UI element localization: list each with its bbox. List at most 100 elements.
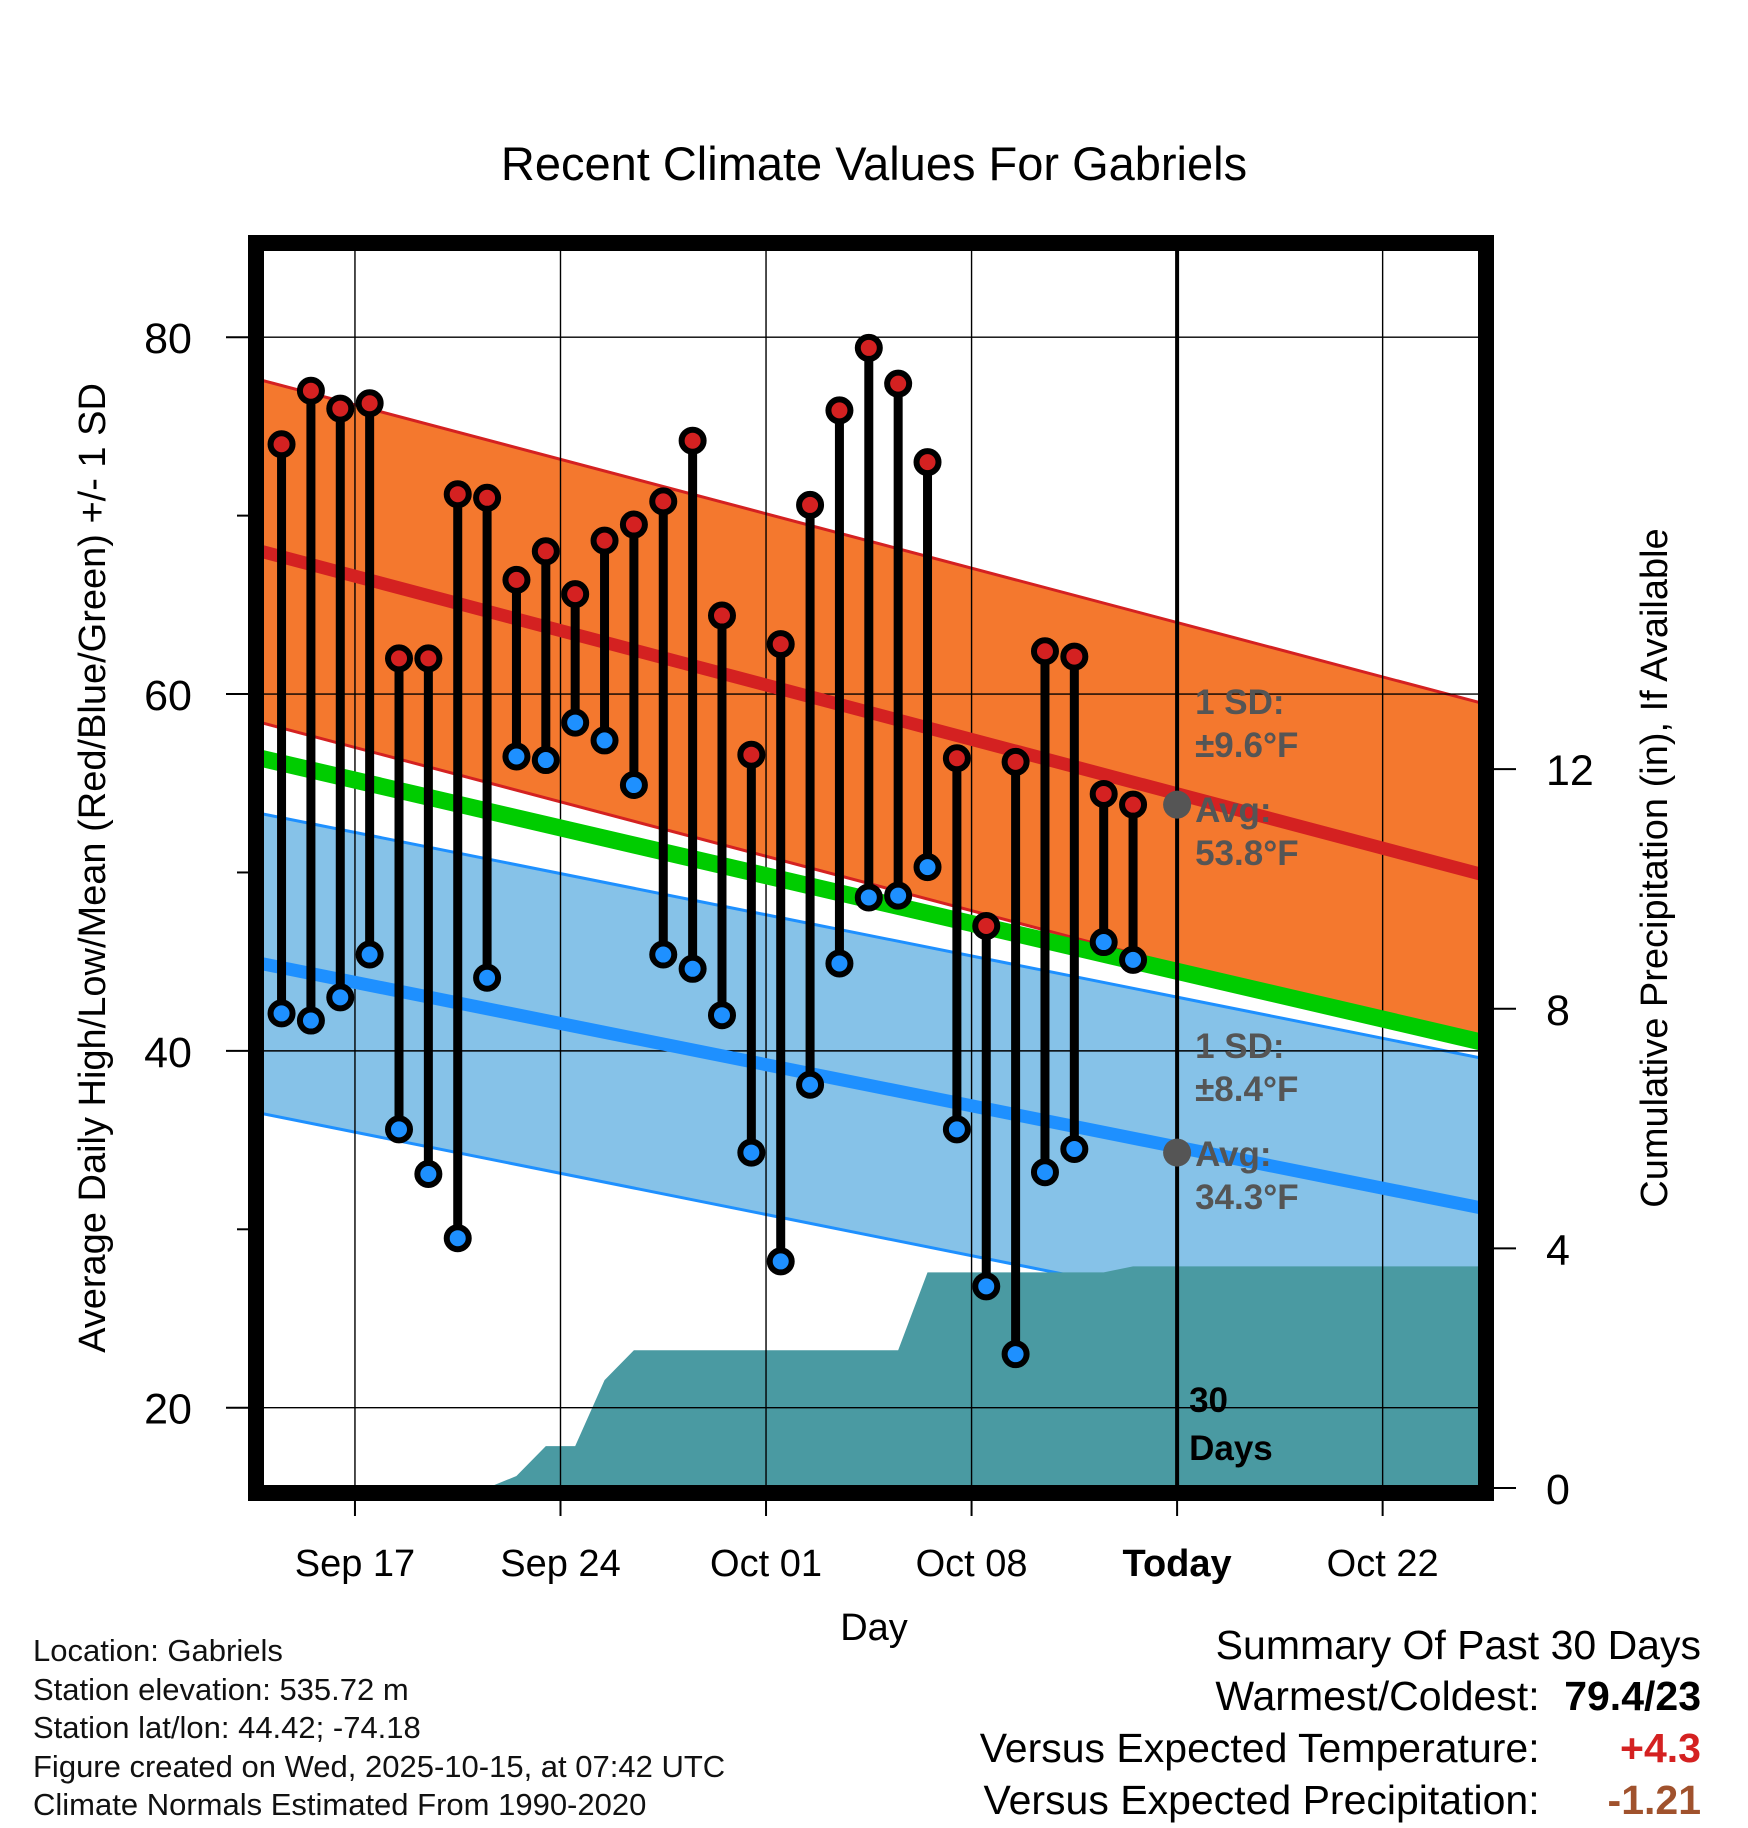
low-avg-marker [1163, 1138, 1192, 1167]
temp-label: Versus Expected Temperature: [979, 1725, 1540, 1771]
plot-frame [248, 235, 1494, 1501]
summary-title: Summary Of Past 30 Days [1215, 1622, 1701, 1668]
summary-temp-row: Versus Expected Temperature: +4.3 [980, 1723, 1701, 1773]
low-point [590, 726, 619, 755]
low-point [326, 983, 355, 1012]
low-point [737, 1138, 766, 1167]
low-point [942, 1115, 971, 1144]
low-point [531, 746, 560, 775]
low-point [473, 963, 502, 992]
high-point [473, 483, 502, 512]
high-sd-label: ±9.6°F [1195, 726, 1298, 765]
summary-precip-row: Versus Expected Precipitation: -1.21 [984, 1775, 1702, 1825]
low-point [854, 883, 883, 912]
high-point [678, 426, 707, 455]
low-point [884, 881, 913, 910]
high-point [590, 526, 619, 555]
low-point [1089, 928, 1118, 957]
low-point [1119, 945, 1148, 974]
low-point [678, 954, 707, 983]
low-point [972, 1272, 1001, 1301]
y-tick-label: 20 [144, 1386, 192, 1434]
low-point [502, 742, 531, 771]
low-point [796, 1070, 825, 1099]
x-axis-label: Day [840, 1607, 908, 1649]
y2-axis-label: Cumulative Precipitation (in), If Availa… [1634, 528, 1676, 1207]
high-point [385, 644, 414, 673]
normal-low-line [261, 957, 1481, 1215]
low-point [619, 771, 648, 800]
high-avg-label: 53.8°F [1195, 834, 1299, 873]
x-tick-label: Sep 17 [295, 1543, 415, 1585]
high-point [1060, 642, 1089, 671]
high-point [884, 369, 913, 398]
low-point [414, 1159, 443, 1188]
high-point [825, 396, 854, 425]
high-sd-label: 1 SD: [1195, 683, 1284, 722]
high-point [707, 601, 736, 630]
high-point [502, 565, 531, 594]
station-metadata: Location: Gabriels Station elevation: 53… [33, 1632, 725, 1825]
high-avg-label: Avg: [1195, 791, 1271, 830]
high-point [619, 510, 648, 539]
warmest-value: 79.4/23 [1564, 1673, 1701, 1719]
x-tick-label: Oct 22 [1327, 1543, 1439, 1585]
high-point [854, 333, 883, 362]
high-point [531, 537, 560, 566]
y-tick-label: 60 [144, 672, 192, 720]
high-point [737, 740, 766, 769]
low-point [649, 940, 678, 969]
low-point [766, 1247, 795, 1276]
low-point [825, 949, 854, 978]
high-point [561, 580, 590, 609]
y2-tick-label: 4 [1546, 1226, 1570, 1274]
high-point [414, 644, 443, 673]
y2-tick-label: 0 [1546, 1466, 1570, 1514]
high-point [1119, 790, 1148, 819]
y2-tick-label: 12 [1546, 747, 1594, 795]
low-point [1030, 1158, 1059, 1187]
high-point [942, 744, 971, 773]
high-point [972, 911, 1001, 940]
low-point [1001, 1340, 1030, 1369]
high-avg-marker [1163, 790, 1192, 819]
low-point [296, 1006, 325, 1035]
low-point [913, 853, 942, 882]
high-point [649, 487, 678, 516]
low-point [443, 1224, 472, 1253]
low-point [707, 1001, 736, 1030]
high-point [766, 630, 795, 659]
high-point [796, 490, 825, 519]
low-sd-band-upper-edge [261, 812, 1481, 1060]
high-point [326, 394, 355, 423]
low-point [267, 999, 296, 1028]
normals-text: Climate Normals Estimated From 1990-2020 [33, 1787, 647, 1822]
elevation-text: Station elevation: 535.72 m [33, 1671, 409, 1707]
high-point [267, 430, 296, 459]
precip-label: Versus Expected Precipitation: [983, 1777, 1540, 1823]
y2-tick-label: 8 [1546, 987, 1570, 1035]
created-text: Figure created on Wed, 2025-10-15, at 07… [33, 1748, 726, 1784]
high-point [355, 389, 384, 418]
y-tick-label: 80 [144, 315, 192, 363]
high-point [1030, 637, 1059, 666]
location-text: Location: Gabriels [33, 1633, 283, 1668]
precip-value: -1.21 [1607, 1777, 1701, 1823]
x-tick-label: Today [1123, 1543, 1232, 1585]
high-point [913, 448, 942, 477]
x-tick-label: Oct 01 [710, 1543, 822, 1585]
temp-value: +4.3 [1620, 1725, 1701, 1771]
y-axis-label: Average Daily High/Low/Mean (Red/Blue/Gr… [72, 383, 114, 1353]
y-tick-label: 40 [144, 1029, 192, 1077]
precip-area [261, 1266, 1481, 1488]
warmest-label: Warmest/Coldest: [1215, 1673, 1540, 1719]
low-avg-label: 34.3°F [1195, 1178, 1299, 1217]
low-sd-label: 1 SD: [1195, 1027, 1284, 1066]
x-tick-label: Sep 24 [500, 1543, 620, 1585]
low-point [1060, 1135, 1089, 1164]
low-point [561, 708, 590, 737]
low-avg-label: Avg: [1195, 1135, 1271, 1174]
days-label-line: 30 [1189, 1381, 1228, 1420]
high-point [1089, 779, 1118, 808]
